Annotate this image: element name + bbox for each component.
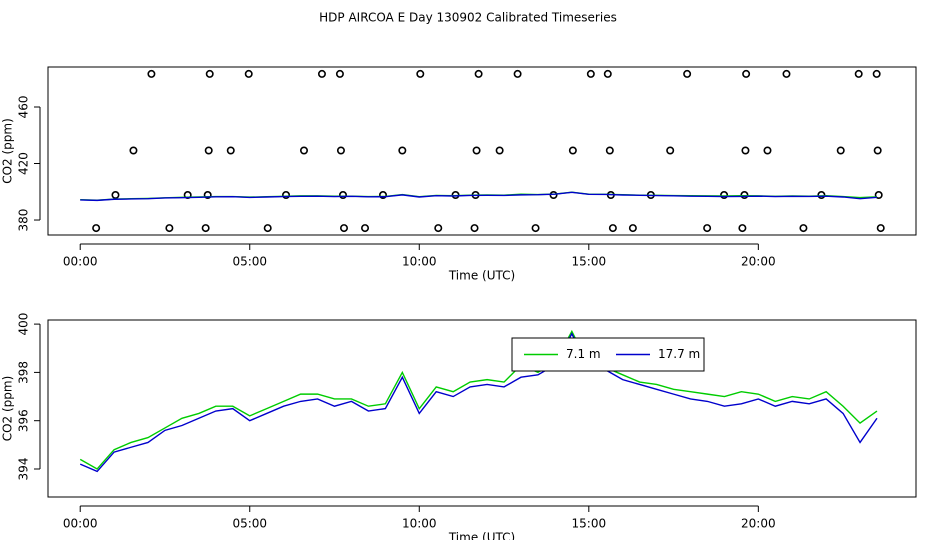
data-point <box>738 224 747 233</box>
data-point <box>740 191 749 200</box>
x-axis-label: Time (UTC) <box>448 269 515 283</box>
plot-frame <box>47 319 917 498</box>
x-tick-label: 05:00 <box>232 517 267 531</box>
data-point <box>282 191 291 200</box>
data-point <box>836 146 845 155</box>
y-tick-label: 400 <box>17 313 31 336</box>
data-point <box>129 146 138 155</box>
data-point <box>531 224 540 233</box>
data-point <box>703 224 712 233</box>
data-point <box>378 191 387 200</box>
plot-frame <box>47 66 917 236</box>
data-point <box>336 146 345 155</box>
y-axis-label: CO2 (ppm) <box>1 376 15 442</box>
y-tick-label: 396 <box>17 409 31 432</box>
x-tick-label: 00:00 <box>63 517 98 531</box>
data-point <box>666 146 675 155</box>
data-point <box>472 146 481 155</box>
legend-label: 17.7 m <box>658 347 700 361</box>
data-point <box>628 224 637 233</box>
data-point <box>495 146 504 155</box>
x-tick-label: 10:00 <box>402 255 437 269</box>
data-point <box>338 191 347 200</box>
data-point <box>335 69 344 78</box>
data-point <box>299 146 308 155</box>
data-point <box>263 224 272 233</box>
data-point <box>165 224 174 233</box>
y-tick-label: 398 <box>17 361 31 384</box>
data-point <box>201 224 210 233</box>
x-axis-label: Time (UTC) <box>448 531 515 540</box>
x-tick-label: 20:00 <box>741 255 776 269</box>
data-line <box>79 329 878 470</box>
y-axis-label: CO2 (ppm) <box>1 118 15 184</box>
data-point <box>568 146 577 155</box>
data-point <box>204 146 213 155</box>
data-point <box>434 224 443 233</box>
y-tick-label: 460 <box>17 96 31 119</box>
data-point <box>226 146 235 155</box>
data-point <box>111 191 120 200</box>
data-point <box>742 69 751 78</box>
data-point <box>549 191 558 200</box>
data-line <box>79 332 878 473</box>
data-point <box>605 146 614 155</box>
data-point <box>92 224 101 233</box>
data-point <box>203 191 212 200</box>
data-point <box>244 69 253 78</box>
data-point <box>874 191 883 200</box>
data-point <box>799 224 808 233</box>
legend-label: 7.1 m <box>566 347 601 361</box>
page-title: HDP AIRCOA E Day 130902 Calibrated Times… <box>319 11 617 25</box>
data-point <box>586 69 595 78</box>
data-point <box>872 69 881 78</box>
data-point <box>854 69 863 78</box>
x-tick-label: 10:00 <box>402 517 437 531</box>
data-point <box>873 146 882 155</box>
x-tick-label: 15:00 <box>572 255 607 269</box>
data-point <box>683 69 692 78</box>
data-point <box>205 69 214 78</box>
y-tick-label: 394 <box>17 458 31 481</box>
y-tick-label: 420 <box>17 152 31 175</box>
data-point <box>416 69 425 78</box>
data-point <box>720 191 729 200</box>
x-tick-label: 00:00 <box>63 255 98 269</box>
data-point <box>782 69 791 78</box>
data-point <box>147 69 156 78</box>
data-point <box>763 146 772 155</box>
x-tick-label: 05:00 <box>232 255 267 269</box>
data-point <box>876 224 885 233</box>
x-tick-label: 20:00 <box>741 517 776 531</box>
data-point <box>608 224 617 233</box>
data-point <box>513 69 522 78</box>
data-point <box>340 224 349 233</box>
data-point <box>317 69 326 78</box>
data-point <box>817 191 826 200</box>
data-point <box>398 146 407 155</box>
data-point <box>474 69 483 78</box>
data-point <box>603 69 612 78</box>
data-line <box>80 191 878 202</box>
data-point <box>470 224 479 233</box>
x-tick-label: 15:00 <box>572 517 607 531</box>
data-point <box>741 146 750 155</box>
data-point <box>361 224 370 233</box>
y-tick-label: 380 <box>17 209 31 232</box>
